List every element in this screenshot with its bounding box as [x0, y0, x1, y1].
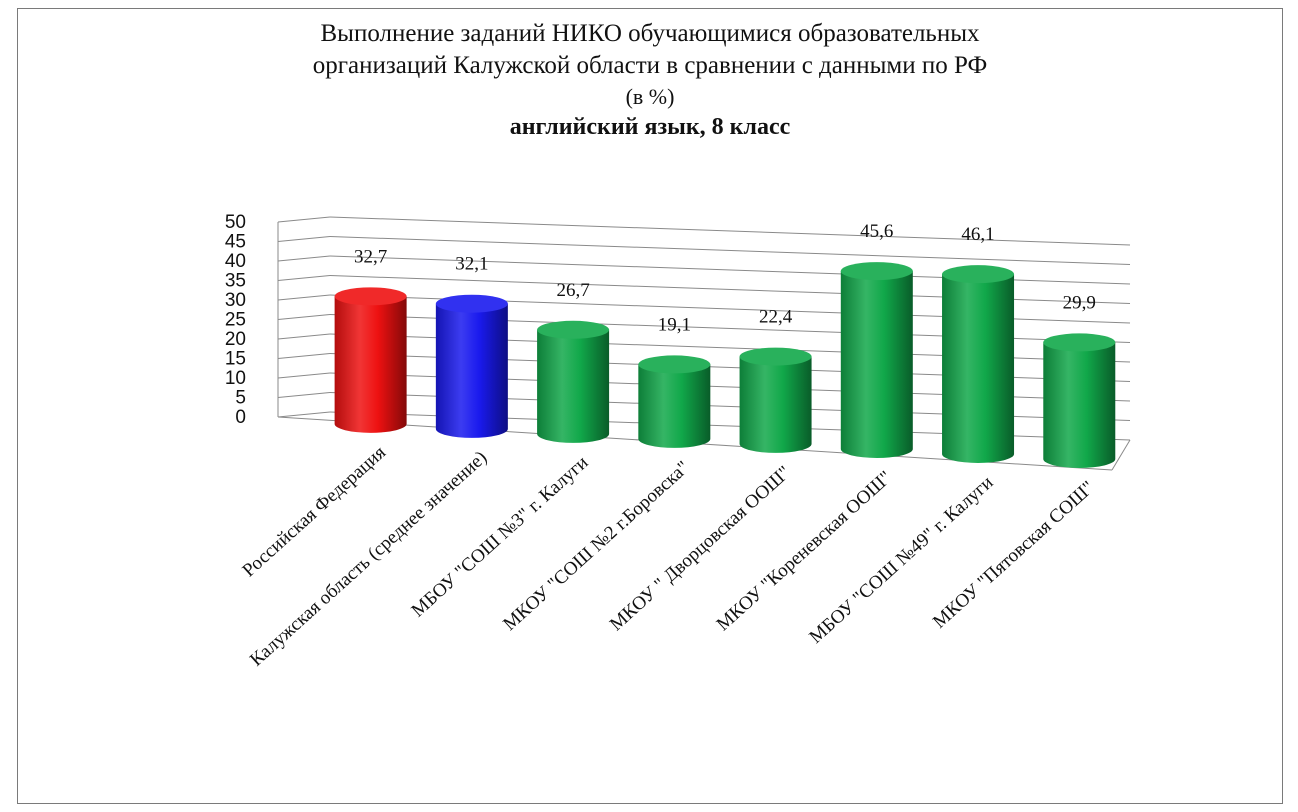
side-wall-gridline	[277, 294, 331, 301]
data-label: 29,9	[1063, 292, 1096, 313]
bar	[334, 287, 407, 433]
side-wall-gridline	[277, 275, 331, 281]
bar-body	[435, 303, 508, 438]
bar-body	[739, 356, 812, 453]
bar	[1043, 333, 1116, 468]
bar-body	[1043, 342, 1116, 468]
bar-body	[537, 329, 610, 443]
bar-body	[334, 296, 407, 433]
side-wall-gridline	[277, 353, 331, 359]
back-wall-gridline	[329, 216, 1131, 246]
chart-title-line-1: Выполнение заданий НИКО обучающимися обр…	[320, 20, 980, 47]
chart-title-line-2: организаций Калужской области в сравнени…	[312, 52, 988, 79]
data-label: 45,6	[860, 221, 893, 242]
y-tick-label: 30	[225, 290, 246, 311]
y-tick-label: 25	[225, 310, 246, 331]
back-wall-gridline	[329, 236, 1131, 265]
data-label: 22,4	[759, 307, 793, 328]
y-tick-label: 15	[225, 349, 246, 370]
side-wall-gridline	[277, 255, 331, 262]
side-wall-gridline	[277, 216, 331, 223]
bar-body	[942, 274, 1015, 463]
side-wall-gridline	[277, 333, 331, 340]
bars	[334, 262, 1116, 468]
data-label: 19,1	[658, 314, 691, 335]
bar	[942, 265, 1015, 463]
data-labels: 32,7 32,1 26,7 19,1 22,4 45,6 46,1 29,9	[354, 221, 1096, 335]
bar-body	[638, 364, 711, 448]
bar-top	[1043, 333, 1116, 352]
side-wall-gridline	[277, 372, 331, 379]
floor-right-edge	[1111, 439, 1131, 471]
category-label: МКОУ "Кореневская ООШ"	[713, 467, 896, 635]
bar-top	[334, 287, 407, 306]
chart-title-block: Выполнение заданий НИКО обучающимися обр…	[17, 18, 1283, 142]
y-tick-label: 10	[225, 368, 246, 389]
data-label: 26,7	[556, 280, 589, 301]
data-label: 32,1	[455, 254, 488, 275]
bar-top	[435, 294, 508, 313]
bar-top	[537, 320, 610, 339]
category-label: МКОУ " Дворцовская ООШ"	[606, 462, 795, 635]
bar-top	[840, 262, 913, 281]
chart-subtitle: английский язык, 8 класс	[509, 114, 791, 140]
y-tick-label: 45	[225, 232, 246, 253]
bar-body	[840, 271, 913, 458]
bar	[739, 347, 812, 453]
data-label: 46,1	[961, 224, 994, 245]
bar	[638, 355, 711, 448]
chart-title-line-3: (в %)	[625, 84, 675, 109]
y-tick-label: 50	[225, 212, 246, 233]
category-label: МКОУ "СОШ №2 г.Боровска"	[499, 457, 693, 635]
bar-top	[739, 347, 812, 366]
y-tick-label: 0	[235, 407, 246, 428]
y-tick-label: 35	[225, 271, 246, 292]
side-wall-gridline	[277, 411, 331, 418]
data-label: 32,7	[354, 246, 387, 267]
bar-top	[942, 265, 1015, 284]
bar	[435, 294, 508, 438]
category-label: МБОУ "СОШ №3" г. Калуги	[408, 452, 593, 621]
bar	[537, 320, 610, 443]
side-wall-gridline	[277, 392, 331, 398]
category-label: МБОУ "СОШ №49" г. Калуги	[805, 472, 997, 648]
side-wall-gridline	[277, 314, 331, 320]
y-tick-label: 20	[225, 329, 246, 350]
y-tick-label: 40	[225, 251, 246, 272]
bar-top	[638, 355, 711, 374]
y-tick-label: 5	[235, 388, 246, 409]
side-wall-gridline	[277, 236, 331, 242]
category-label: Калужская область (среднее значение)	[246, 447, 491, 671]
bar	[840, 262, 913, 458]
